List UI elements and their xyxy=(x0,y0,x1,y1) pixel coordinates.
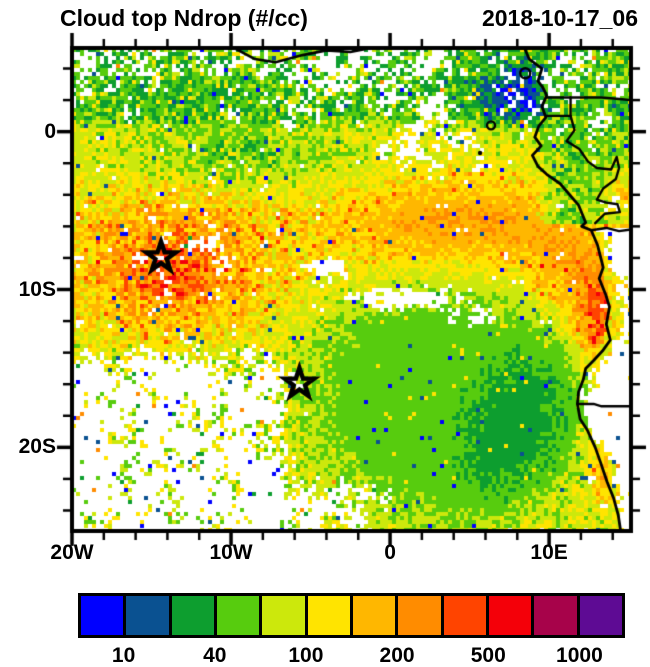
colorbar-cell xyxy=(81,596,127,635)
colorbar-tick-label: 40 xyxy=(203,644,227,667)
colorbar-cell xyxy=(171,596,217,635)
colorbar-cell xyxy=(352,596,399,635)
colorbar-cell xyxy=(579,596,622,635)
y-tick-label: 10S xyxy=(18,277,56,301)
x-tick-label: 10E xyxy=(530,541,568,564)
colorbar-cell xyxy=(216,596,263,635)
map-plot-canvas xyxy=(0,0,650,585)
colorbar xyxy=(78,593,625,638)
colorbar-tick-label: 500 xyxy=(470,644,506,667)
colorbar-tick-label: 10 xyxy=(111,644,136,667)
colorbar-cell xyxy=(398,596,444,635)
colorbar-cell xyxy=(307,596,353,635)
x-tick-label: 10W xyxy=(209,541,253,564)
colorbar-tick-label: 100 xyxy=(288,644,324,667)
x-tick-label: 0 xyxy=(384,541,396,564)
colorbar-cell xyxy=(443,596,489,635)
colorbar-cell xyxy=(126,596,172,635)
colorbar-tick-label: 200 xyxy=(379,644,415,667)
colorbar-cell xyxy=(488,596,535,635)
y-tick-label: 20S xyxy=(18,435,56,459)
y-tick-label: 0 xyxy=(44,119,56,143)
colorbar-tick-label: 1000 xyxy=(556,644,603,667)
x-tick-label: 20W xyxy=(50,541,94,564)
colorbar-cell xyxy=(534,596,580,635)
colorbar-cell xyxy=(262,596,308,635)
